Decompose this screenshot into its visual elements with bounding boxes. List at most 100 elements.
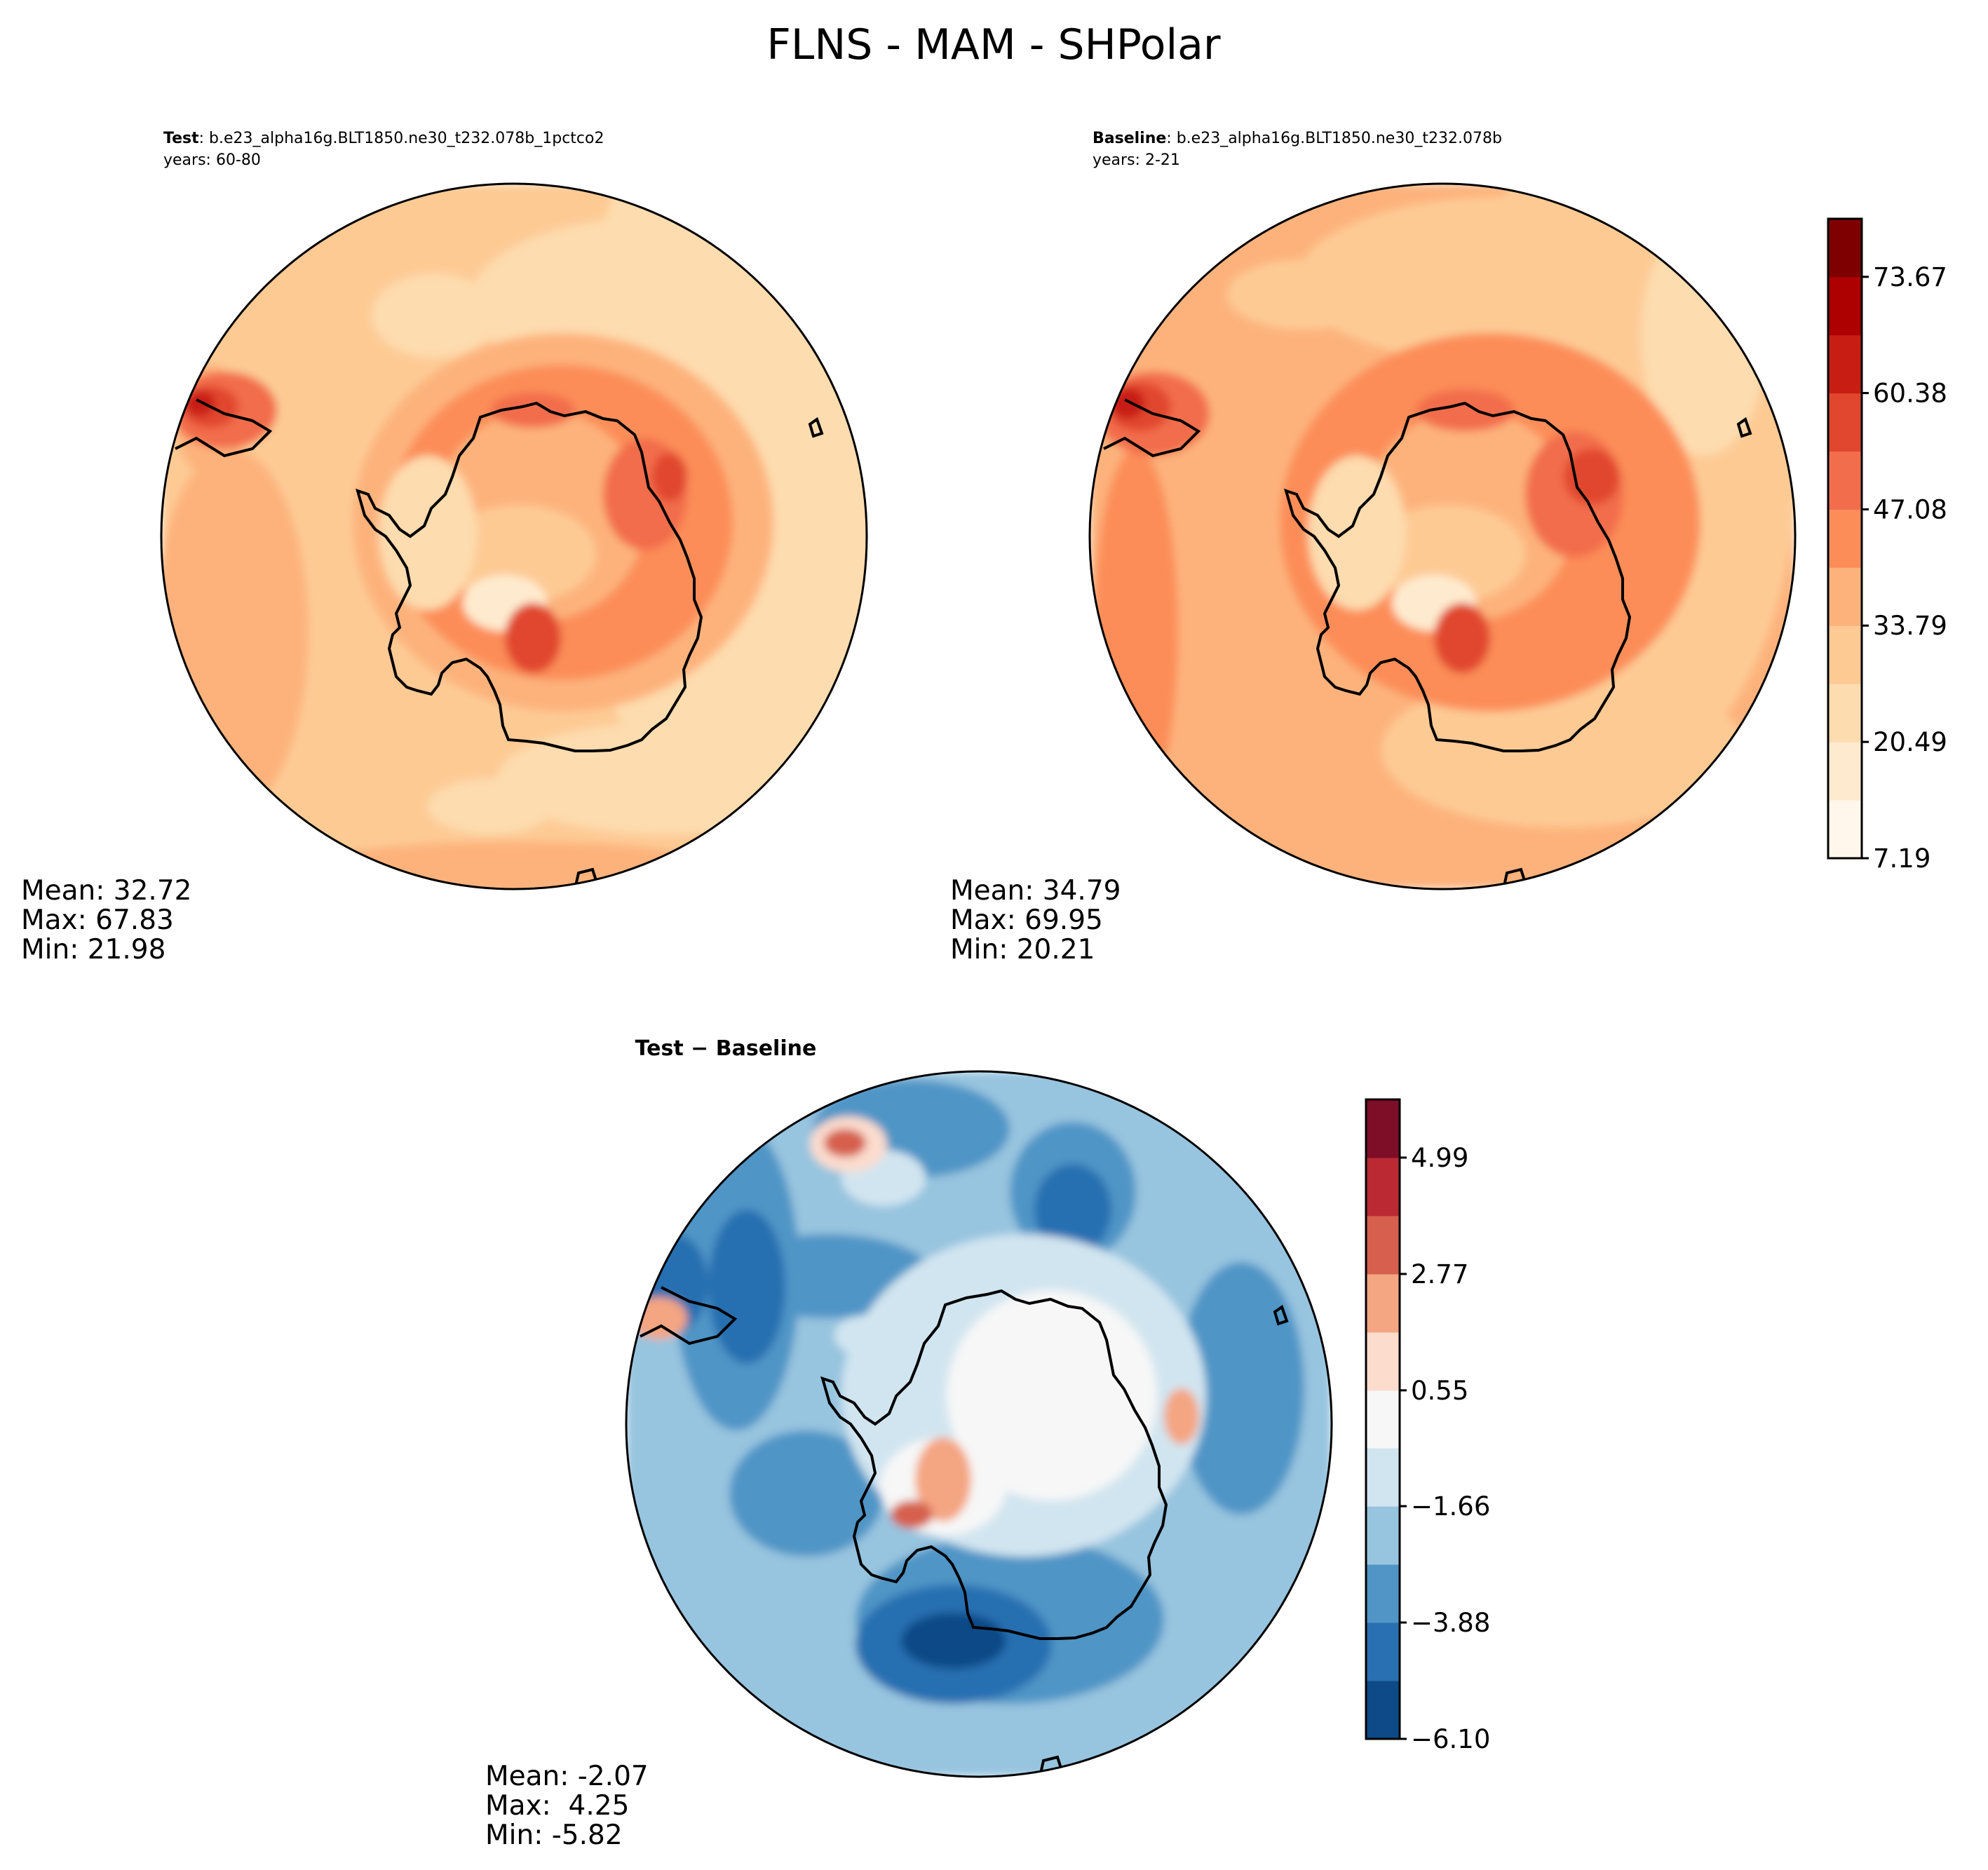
panel-test-title: Test: b.e23_alpha16g.BLT1850.ne30_t232.0… — [163, 130, 604, 147]
colorbar-segment — [1366, 1332, 1400, 1391]
field-region — [891, 1500, 933, 1529]
colorbar-frame — [1365, 1098, 1401, 1740]
field-region — [379, 456, 477, 610]
field-region — [824, 1129, 866, 1157]
colorbar-difference: −6.10 −3.88 −1.66 0.55 2.77 4.99 — [1365, 1098, 1490, 1754]
colorbar-tick-label: 0.55 — [1411, 1376, 1468, 1406]
field-region — [442, 505, 596, 603]
field-region — [1371, 505, 1525, 603]
panel-difference-title: Test − Baseline — [635, 1036, 817, 1061]
coastline-island — [1736, 416, 1752, 438]
stat-min: Min: 21.98 — [21, 934, 165, 966]
panel-baseline-title: Baseline: b.e23_alpha16g.BLT1850.ne30_t2… — [1093, 130, 1502, 147]
field-region — [1034, 1164, 1111, 1255]
field-region — [1308, 456, 1406, 610]
coastline-island — [808, 416, 824, 438]
panel-baseline: Baseline: b.e23_alpha16g.BLT1850.ne30_t2… — [950, 130, 1947, 966]
colorbar-segment — [1828, 742, 1862, 801]
colorbar-segment — [1828, 451, 1862, 510]
colorbar-tick-label: 4.99 — [1411, 1143, 1468, 1173]
stat-max: Max: 67.83 — [21, 904, 174, 936]
panel-baseline-years: years: 2-21 — [1093, 151, 1180, 169]
panel-baseline-title-rest: : b.e23_alpha16g.BLT1850.ne30_t232.078b — [1166, 130, 1502, 147]
colorbar-segment — [1366, 1099, 1400, 1158]
panel-test-title-rest: : b.e23_alpha16g.BLT1850.ne30_t232.078b_… — [199, 130, 604, 147]
colorbar-tick-label: −6.10 — [1411, 1724, 1490, 1754]
field-region — [505, 603, 561, 673]
colorbar-tick-label: 33.79 — [1873, 611, 1947, 641]
coastline-south-america — [1103, 398, 1201, 458]
colorbar-segment — [1828, 334, 1862, 394]
colorbar-tick-label: 7.19 — [1873, 843, 1930, 874]
stat-min: Min: -5.82 — [485, 1820, 623, 1851]
field-region — [1416, 389, 1515, 431]
figure-title: FLNS - MAM - SHPolar — [766, 20, 1220, 69]
stat-mean: Mean: 32.72 — [21, 875, 191, 907]
field-region — [1227, 259, 1381, 330]
stat-min: Min: 20.21 — [950, 934, 1095, 966]
coastline-south-america — [175, 398, 273, 458]
field-region — [1564, 449, 1620, 505]
colorbar-tick-label: 20.49 — [1873, 727, 1947, 757]
field-region — [290, 841, 738, 889]
field-region — [1381, 673, 1746, 827]
colorbar-segment — [1366, 1506, 1400, 1565]
colorbar-tick-label: 2.77 — [1411, 1259, 1468, 1289]
colorbar-segment — [1366, 1390, 1400, 1449]
panel-test-years: years: 60-80 — [163, 151, 261, 169]
colorbar-tick-label: 47.08 — [1873, 494, 1947, 524]
colorbar-segment — [1828, 219, 1862, 278]
colorbar-segment — [1828, 625, 1862, 684]
stat-max: Max: 69.95 — [950, 904, 1103, 936]
colorbar-segment — [1828, 800, 1862, 859]
coastline-island — [1273, 1304, 1289, 1326]
field-region — [428, 778, 554, 834]
field-region — [161, 449, 309, 813]
colorbar-segment — [1828, 276, 1862, 336]
field-region — [491, 393, 575, 428]
field-region — [834, 1315, 905, 1357]
field-region — [1094, 449, 1178, 813]
colorbar-segment — [1366, 1681, 1400, 1740]
colorbar-segment — [1828, 684, 1862, 743]
coastline-south-america — [640, 1286, 738, 1346]
colorbar-tick-label: 60.38 — [1873, 379, 1947, 409]
field-region — [1434, 603, 1490, 673]
colorbar-segment — [1366, 1448, 1400, 1507]
colorbar-segment — [1366, 1564, 1400, 1623]
panel-test: Test: b.e23_alpha16g.BLT1850.ne30_t232.0… — [21, 130, 868, 966]
field-region — [631, 1297, 687, 1339]
coastline-island — [1502, 867, 1527, 889]
colorbar-segment — [1366, 1622, 1400, 1681]
panel-difference: Test − Baseline — [485, 1036, 1490, 1851]
field-region — [729, 1430, 884, 1557]
coastline-island — [1039, 1755, 1064, 1777]
panel-difference-map — [626, 1071, 1332, 1777]
field-region — [1178, 1262, 1304, 1515]
coastline-island — [574, 867, 599, 889]
colorbar-tick-label: −3.88 — [1411, 1608, 1490, 1638]
field-region — [1297, 196, 1718, 365]
field-region — [652, 452, 687, 501]
field-region — [915, 1437, 971, 1522]
field-region — [947, 1290, 1157, 1500]
panel-baseline-title-bold: Baseline — [1093, 130, 1166, 147]
field-region — [184, 391, 215, 416]
stat-mean: Mean: 34.79 — [950, 875, 1121, 907]
field-region — [708, 1210, 785, 1364]
field-region — [372, 273, 498, 358]
field-region — [1164, 1388, 1199, 1444]
stat-mean: Mean: -2.07 — [485, 1761, 649, 1792]
colorbar-frame — [1827, 217, 1863, 860]
colorbar-segment — [1828, 509, 1862, 568]
colorbar-segment — [1366, 1273, 1400, 1333]
colorbar-segment — [1366, 1157, 1400, 1217]
colorbar-tick-label: 73.67 — [1873, 262, 1947, 292]
colorbar-absolute: 7.19 20.49 33.79 47.08 60.38 73.67 — [1827, 217, 1947, 874]
colorbar-segment — [1366, 1215, 1400, 1275]
panel-baseline-map — [1090, 184, 1795, 889]
field-region — [901, 1613, 1006, 1669]
colorbar-segment — [1828, 567, 1862, 626]
map-boundary — [160, 182, 868, 890]
